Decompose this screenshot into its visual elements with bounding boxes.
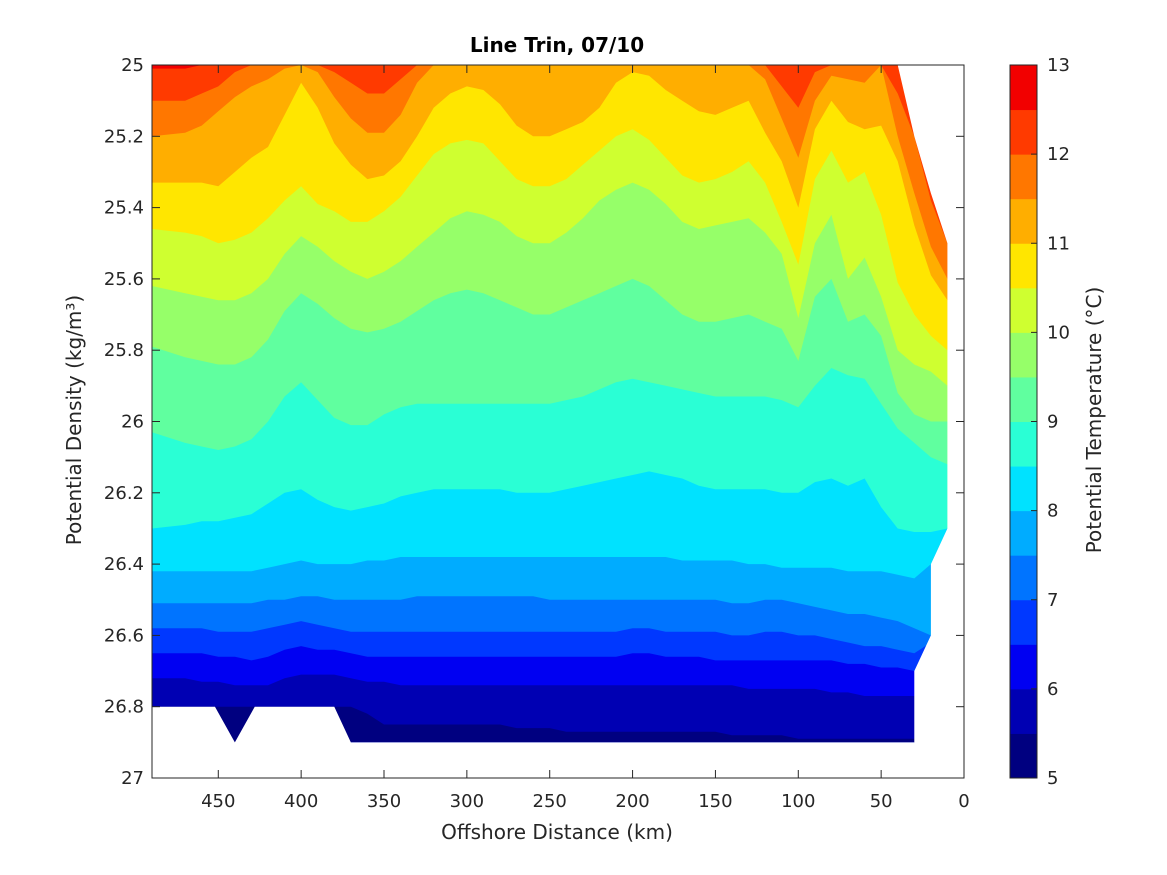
colorbar-swatch-8 (1010, 466, 1037, 512)
colorbar-tick-label: 12 (1047, 144, 1070, 165)
y-tick-label: 26.8 (104, 697, 144, 718)
colorbar-swatch-6.5 (1010, 599, 1037, 645)
colorbar-swatch-6 (1010, 644, 1037, 690)
colorbar-swatch-12 (1010, 109, 1037, 155)
colorbar-tick-label: 10 (1047, 322, 1070, 343)
contour-band-5.5 (152, 706, 948, 743)
colorbar-tick-label: 7 (1047, 590, 1058, 611)
y-tick-label: 25.4 (104, 198, 144, 219)
colorbar-swatch-5 (1010, 733, 1037, 779)
y-tick-label: 25.6 (104, 269, 144, 290)
colorbar-tick-label: 13 (1047, 55, 1070, 76)
x-axis-ticks: 450 400 350 300 250 200 150 100 50 0 (201, 65, 970, 812)
colorbar-swatch-11.5 (1010, 154, 1037, 200)
chart-title: Line Trin, 07/10 (470, 33, 644, 57)
x-tick-label: 0 (958, 791, 969, 812)
y-tick-label: 27 (121, 768, 144, 789)
colorbar-swatch-9.5 (1010, 332, 1037, 378)
colorbar-tick-label: 11 (1047, 233, 1070, 254)
colorbar-swatch-12.5 (1010, 65, 1037, 111)
y-axis-label: Potential Density (kg/m³) (62, 295, 86, 546)
x-tick-label: 200 (615, 791, 649, 812)
y-tick-label: 25.2 (104, 126, 144, 147)
shallow-no-data-region (152, 706, 351, 778)
y-tick-label: 26.6 (104, 625, 144, 646)
x-tick-label: 400 (284, 791, 318, 812)
x-tick-label: 450 (201, 791, 235, 812)
y-axis-ticks: 25 25.2 25.4 25.6 25.8 26 26.2 26.4 26.6 26.8 27 (104, 55, 964, 789)
colorbar-swatch-11 (1010, 198, 1037, 244)
colorbar-swatch-10.5 (1010, 243, 1037, 289)
y-tick-label: 26 (121, 412, 144, 433)
colorbar-tick-label: 5 (1047, 768, 1058, 789)
colorbar-swatch-7.5 (1010, 510, 1037, 556)
contour-fills (152, 65, 948, 743)
colorbar-swatch-9 (1010, 376, 1037, 422)
y-tick-label: 26.4 (104, 554, 144, 575)
colorbar-swatch-7 (1010, 555, 1037, 601)
nearshore-no-data-region (897, 65, 964, 778)
no-data-mask (152, 65, 964, 778)
x-tick-label: 50 (870, 791, 893, 812)
colorbar-swatches (1010, 65, 1037, 779)
plot-area: 450 400 350 300 250 200 150 100 50 0 2525.225.425… (104, 55, 970, 812)
colorbar-swatch-10 (1010, 287, 1037, 333)
colorbar: 5 6 7 8 9 10 11 12 13 (1009, 55, 1070, 789)
deep-no-data-region (350, 742, 964, 778)
x-tick-label: 150 (698, 791, 732, 812)
colorbar-tick-label: 9 (1047, 412, 1058, 433)
colorbar-ticks: 5 6 7 8 9 10 11 12 13 (1031, 55, 1070, 789)
colorbar-swatch-5.5 (1010, 688, 1037, 734)
x-tick-label: 250 (533, 791, 567, 812)
colorbar-tick-label: 8 (1047, 501, 1058, 522)
x-tick-label: 350 (367, 791, 401, 812)
x-axis-label: Offshore Distance (km) (441, 820, 673, 844)
colorbar-tick-label: 6 (1047, 679, 1058, 700)
colorbar-swatch-8.5 (1010, 421, 1037, 467)
x-tick-label: 300 (450, 791, 484, 812)
x-tick-label: 100 (781, 791, 815, 812)
y-tick-label: 25 (121, 55, 144, 76)
y-tick-label: 25.8 (104, 340, 144, 361)
colorbar-label: Potential Temperature (°C) (1082, 287, 1106, 554)
y-tick-label: 26.2 (104, 483, 144, 504)
